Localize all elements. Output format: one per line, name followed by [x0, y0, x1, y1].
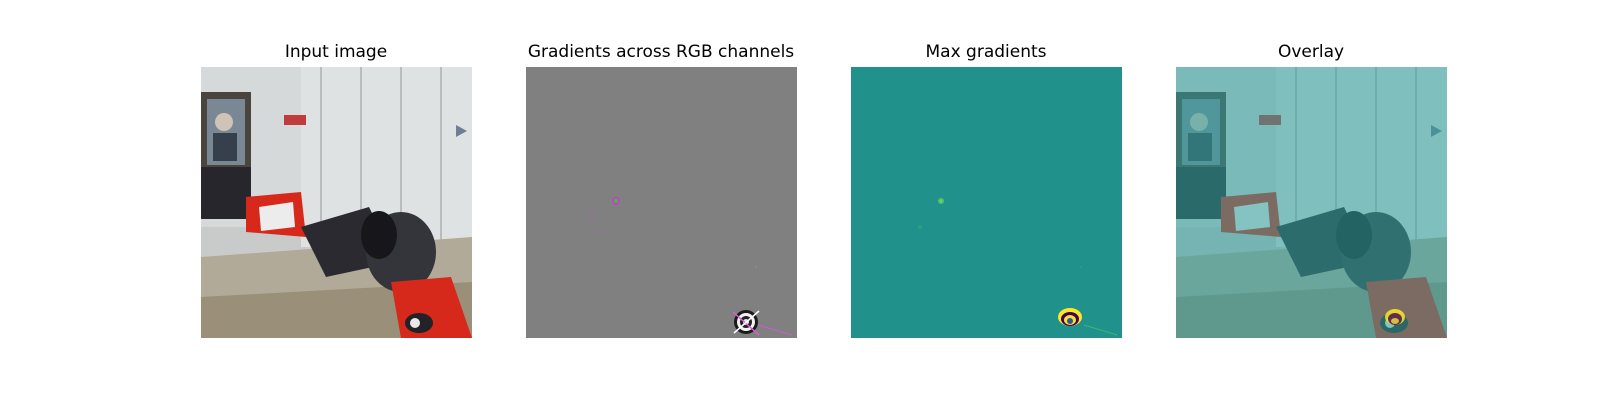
- gradients-rgb-picture: [526, 67, 797, 338]
- overlay-picture: [1176, 67, 1447, 338]
- overlay-map: [1176, 67, 1447, 338]
- panel-title-gradients-rgb: Gradients across RGB channels: [527, 42, 795, 62]
- max-gradients-map: [851, 67, 1122, 338]
- panel-title-max-gradients: Max gradients: [925, 42, 1047, 62]
- gradients-rgb-map: [526, 67, 797, 338]
- input-image: [201, 67, 472, 338]
- input-image-picture: [201, 67, 472, 338]
- panel-title-input-image: Input image: [284, 42, 388, 62]
- max-gradients-picture: [851, 67, 1122, 338]
- panel-title-overlay: Overlay: [1277, 42, 1345, 62]
